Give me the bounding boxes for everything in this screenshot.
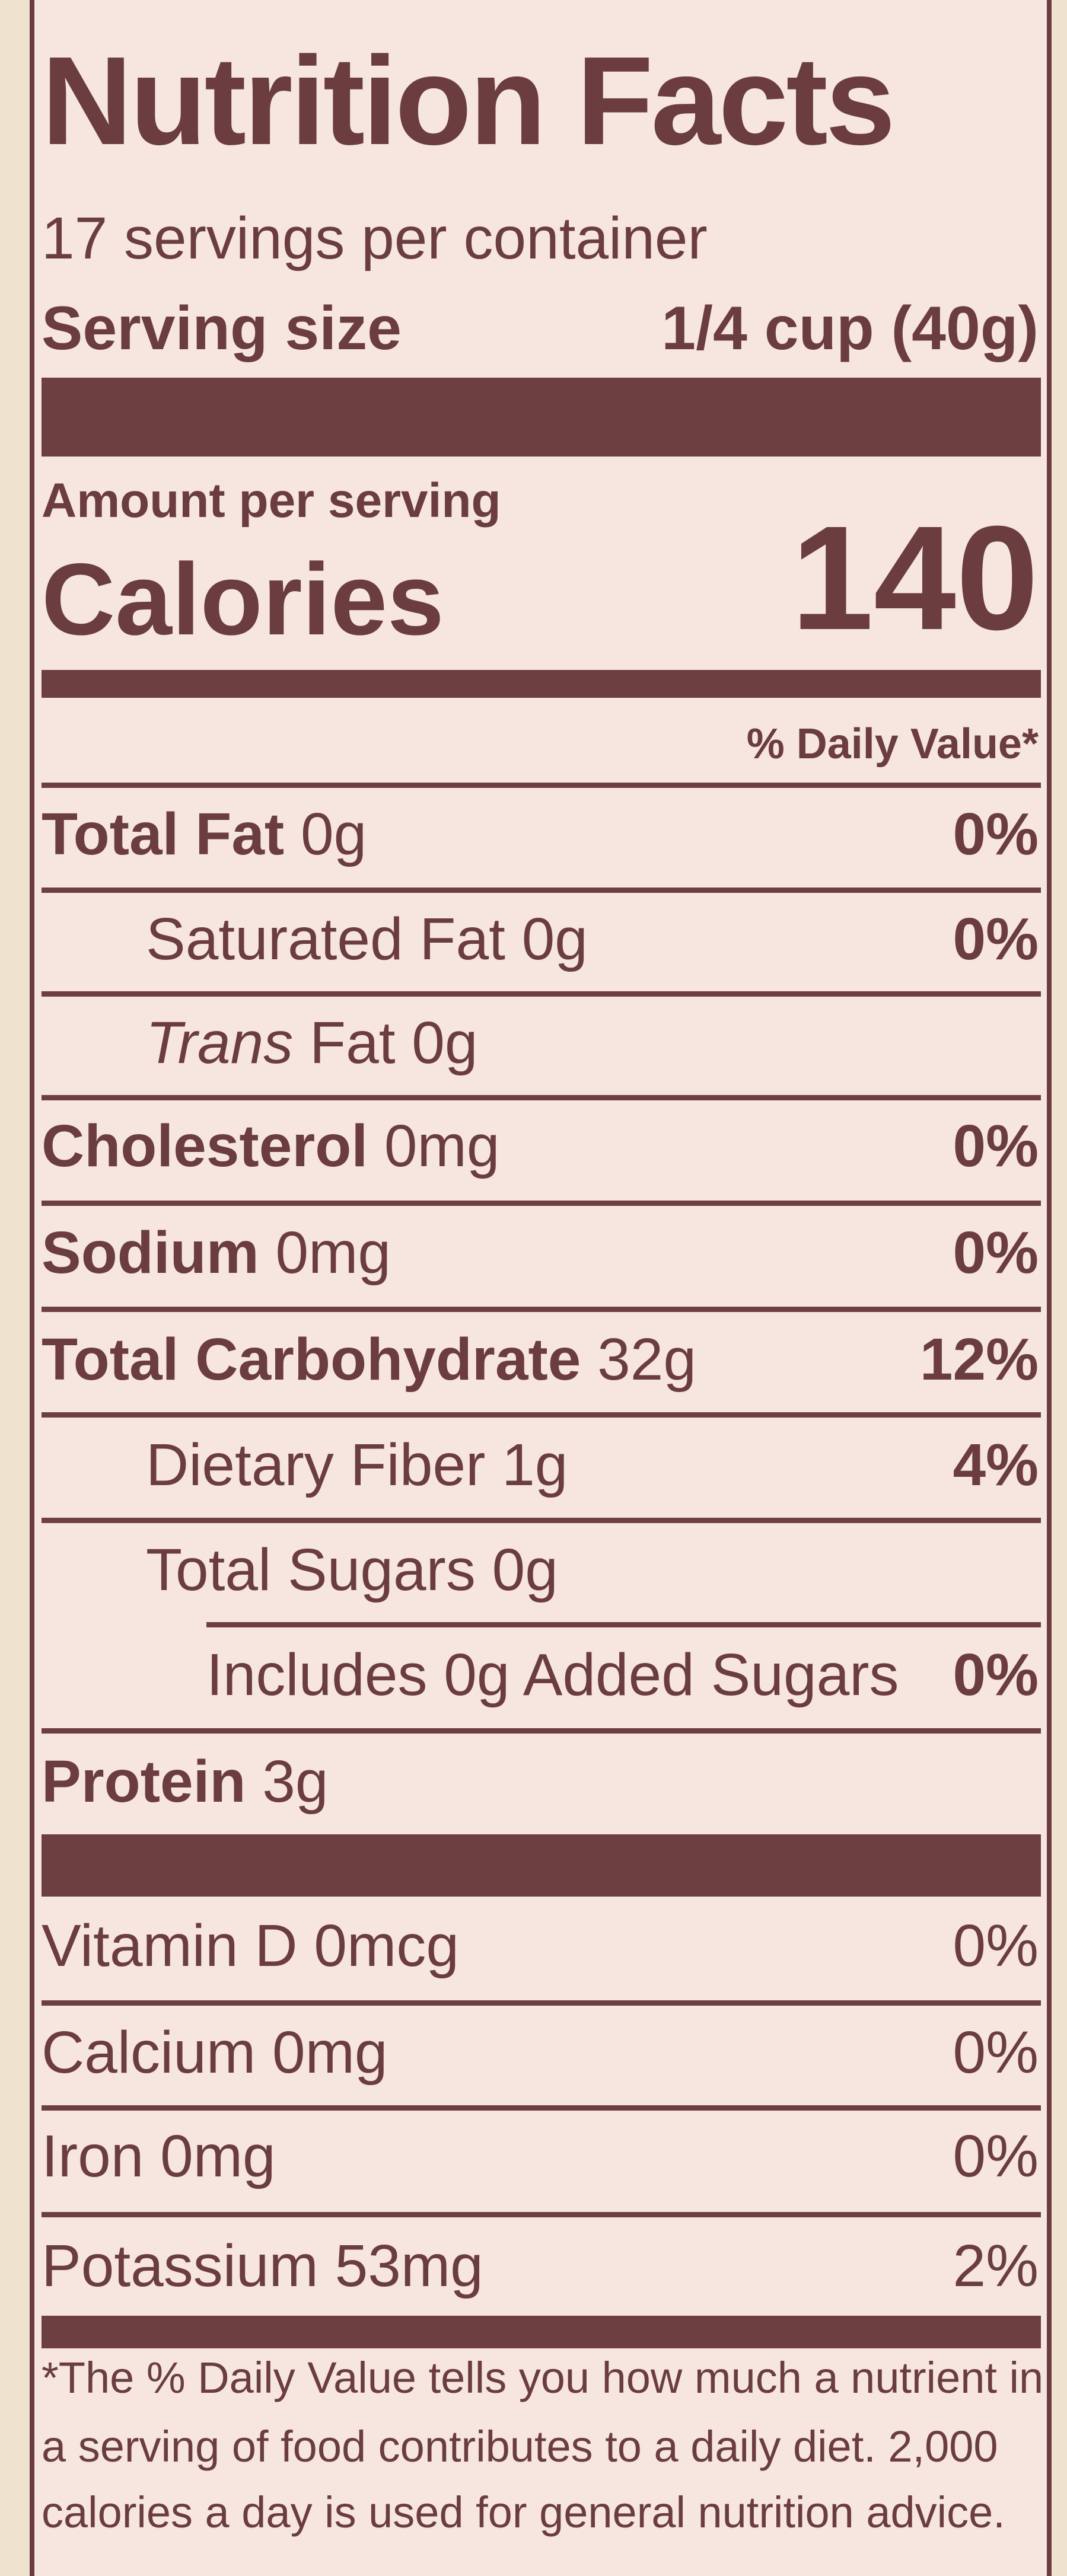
title: Nutrition Facts — [42, 30, 896, 171]
daily-value-header: % Daily Value* — [746, 720, 1039, 768]
nutrient-name: Trans Fat 0g — [146, 1013, 478, 1072]
calories-label: Calories — [42, 542, 444, 656]
nutrient-amount: 32g — [597, 1326, 697, 1393]
nutrient-amount: 0mg — [384, 1113, 500, 1179]
nutrient-name: Includes 0g Added Sugars — [206, 1645, 899, 1704]
vitamin-name: Calcium 0mg — [42, 2019, 388, 2086]
calories-value: 140 — [791, 495, 1039, 660]
nutrient-name: Total Sugars 0g — [146, 1540, 558, 1600]
daily-value: 0% — [953, 1113, 1039, 1179]
rule — [42, 1412, 1041, 1418]
footnote-line: calories a day is used for general nutri… — [42, 2488, 1005, 2537]
daily-value: 12% — [919, 1326, 1039, 1393]
nutrient-amount: 3g — [262, 1748, 329, 1815]
vitamin-name: Iron 0mg — [42, 2123, 276, 2189]
rule — [42, 1518, 1041, 1523]
rule — [42, 991, 1041, 997]
nutrient-label: Total Sugars 0g — [146, 1537, 558, 1603]
daily-value: 0% — [953, 2123, 1039, 2189]
nutrient-name: Dietary Fiber 1g — [146, 1435, 568, 1495]
nutrient-label: Total Fat — [42, 801, 285, 867]
nutrient-label: Includes 0g Added Sugars — [206, 1642, 899, 1708]
nutrient-label: Protein — [42, 1748, 246, 1815]
daily-value: 0% — [953, 801, 1039, 867]
vitamin-name: Vitamin D 0mcg — [42, 1913, 459, 1979]
serving-size-label: Serving size — [42, 294, 402, 363]
serving-size-value: 1/4 cup (40g) — [661, 294, 1039, 363]
rule — [42, 783, 1041, 788]
nutrient-label: Saturated Fat 0g — [146, 906, 588, 972]
rule — [42, 1307, 1041, 1312]
nutrition-label: Nutrition Facts 17 servings per containe… — [30, 0, 1052, 2576]
rule — [42, 1095, 1041, 1100]
nutrient-label: Sodium — [42, 1220, 259, 1286]
medium-rule — [42, 2316, 1041, 2348]
nutrient-name: Cholesterol 0mg — [42, 1116, 499, 1176]
nutrient-label: Cholesterol — [42, 1113, 368, 1179]
footnote-line: *The % Daily Value tells you how much a … — [42, 2353, 1044, 2402]
daily-value: 0% — [953, 1220, 1039, 1286]
daily-value: 2% — [953, 2233, 1039, 2299]
thick-rule — [42, 378, 1041, 457]
nutrient-label: Dietary Fiber 1g — [146, 1432, 568, 1498]
rule — [42, 1201, 1041, 1206]
amount-per-serving: Amount per serving — [42, 474, 501, 528]
nutrient-name-italic: Trans — [146, 1010, 294, 1076]
daily-value: 0% — [953, 906, 1039, 972]
nutrient-name: Protein 3g — [42, 1752, 329, 1811]
daily-value: 0% — [953, 2019, 1039, 2086]
medium-rule — [42, 670, 1041, 698]
rule — [42, 2212, 1041, 2217]
rule — [206, 1622, 1041, 1627]
nutrient-label: Total Carbohydrate — [42, 1326, 581, 1393]
thick-rule — [42, 1834, 1041, 1897]
nutrient-name: Total Carbohydrate 32g — [42, 1330, 696, 1389]
footnote-line: a serving of food contributes to a daily… — [42, 2422, 998, 2471]
nutrient-amount: 0mg — [275, 1220, 391, 1286]
daily-value: 0% — [953, 1642, 1039, 1708]
servings: 17 servings per container — [42, 205, 708, 272]
rule — [42, 888, 1041, 893]
rule — [42, 2105, 1041, 2111]
rule — [42, 1728, 1041, 1734]
nutrient-amount: 0g — [301, 801, 367, 867]
nutrient-label: Fat 0g — [310, 1010, 478, 1076]
daily-value: 4% — [953, 1432, 1039, 1498]
nutrient-name: Total Fat 0g — [42, 805, 367, 864]
nutrient-name: Saturated Fat 0g — [146, 909, 588, 969]
rule — [42, 2000, 1041, 2006]
daily-value: 0% — [953, 1913, 1039, 1979]
nutrient-name: Sodium 0mg — [42, 1223, 391, 1282]
vitamin-name: Potassium 53mg — [42, 2233, 483, 2299]
